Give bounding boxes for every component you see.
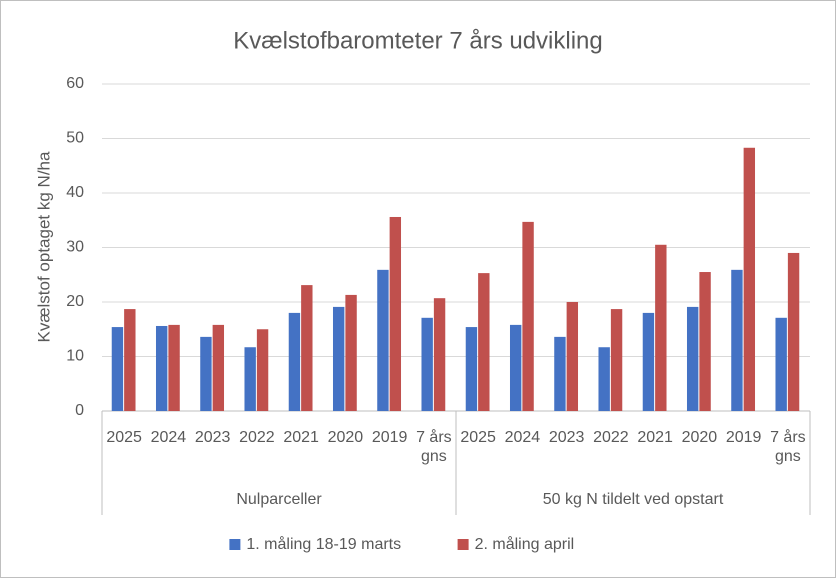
bar: [200, 336, 212, 411]
chart-title: Kvælstofbaromteter 7 års udvikling: [233, 27, 603, 54]
bar: [111, 327, 124, 411]
y-tick-label: 30: [66, 239, 84, 256]
x-tick-label: 2020: [327, 429, 364, 446]
y-tick-label: 40: [66, 184, 84, 201]
bar: [433, 298, 446, 411]
legend-swatch: [229, 539, 241, 550]
bar: [421, 317, 433, 411]
bar: [731, 269, 743, 411]
x-tick-label: 2021: [283, 429, 319, 446]
group-label: 50 kg N tildelt ved opstart: [543, 491, 724, 508]
bar: [655, 244, 667, 411]
x-tick-label: 2022: [239, 429, 275, 446]
x-tick-label: 7 års gns: [770, 429, 806, 465]
bar: [743, 147, 756, 411]
bar: [509, 324, 522, 411]
y-tick-label: 10: [66, 348, 84, 365]
x-tick-label: 2024: [504, 429, 541, 446]
x-tick-label: 2025: [106, 429, 142, 446]
bar: [465, 327, 478, 411]
legend-label: 2. måling april: [475, 535, 575, 553]
y-tick-label: 60: [66, 75, 84, 92]
x-tick-label: 2022: [593, 429, 629, 446]
x-tick-label: 2023: [194, 429, 231, 446]
bar: [345, 294, 357, 411]
bar: [212, 324, 225, 411]
y-tick-label: 50: [66, 130, 84, 147]
x-tick-label: 2019: [371, 429, 408, 446]
bar: [522, 221, 534, 411]
bar: [566, 302, 579, 411]
bar: [124, 309, 136, 411]
bar: [642, 312, 655, 411]
bar: [301, 285, 313, 411]
bar: [699, 272, 711, 411]
x-tick-label: 2023: [548, 429, 585, 446]
bar: [377, 269, 389, 411]
bar: [478, 273, 490, 411]
bar: [389, 216, 402, 411]
x-tick-label: 2019: [725, 429, 762, 446]
bar: [787, 252, 800, 411]
x-tick-label: 7 års gns: [416, 429, 452, 465]
x-tick-label: 2024: [150, 429, 187, 446]
bar: [686, 306, 699, 411]
y-tick-label: 0: [75, 402, 84, 419]
bar: [332, 306, 345, 411]
group-label: Nulparceller: [236, 491, 322, 508]
bar: [598, 347, 610, 411]
bar: [775, 317, 787, 411]
x-tick-label: 2025: [460, 429, 496, 446]
bar: [155, 325, 168, 411]
bar: [554, 336, 566, 411]
bar: [610, 309, 623, 411]
y-axis-label: Kvælstof optaget kg N/ha: [34, 151, 53, 342]
bar: [168, 324, 180, 411]
bar: [256, 329, 269, 411]
bar: [288, 312, 301, 411]
x-tick-label: 2021: [637, 429, 673, 446]
bar: [244, 347, 256, 411]
x-tick-label: 2020: [681, 429, 718, 446]
legend-swatch: [457, 539, 469, 550]
legend-label: 1. måling 18-19 marts: [246, 535, 401, 553]
y-tick-label: 20: [66, 293, 84, 310]
